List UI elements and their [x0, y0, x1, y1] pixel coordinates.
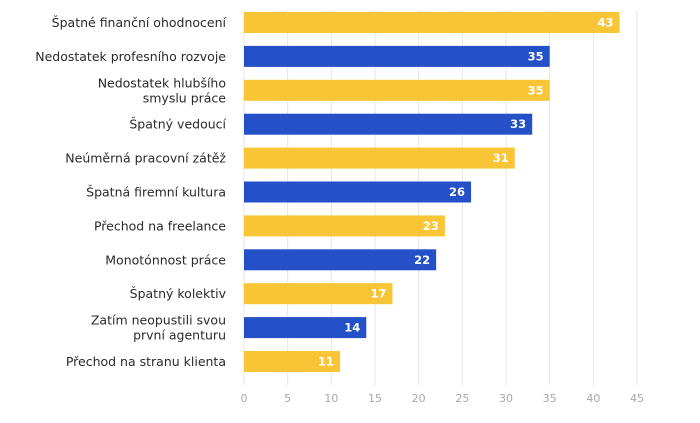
category-label: Zatím neopustili svou první agenturu [91, 313, 226, 343]
data-label: 26 [449, 185, 465, 199]
data-label: 33 [510, 117, 526, 131]
bar [244, 283, 393, 305]
category-label: Přechod na stranu klienta [66, 354, 226, 369]
x-tick-label: 40 [586, 392, 600, 405]
category-label: Nedostatek profesního rozvoje [35, 49, 226, 64]
x-tick-label: 0 [241, 392, 248, 405]
x-tick-label: 25 [455, 392, 469, 405]
bar [244, 79, 550, 101]
x-tick-label: 20 [412, 392, 426, 405]
data-label: 23 [423, 219, 439, 233]
bar [244, 249, 437, 271]
bar [244, 215, 445, 237]
data-label: 22 [414, 253, 430, 267]
category-label: Nedostatek hlubšího smyslu práce [98, 75, 227, 105]
x-tick-label: 10 [324, 392, 338, 405]
data-label: 43 [598, 16, 614, 30]
x-tick-label: 5 [284, 392, 291, 405]
data-label: 31 [493, 151, 509, 165]
data-label: 17 [370, 287, 386, 301]
bar [244, 351, 341, 372]
category-label: Špatný kolektiv [130, 286, 227, 301]
category-label: Monotónnost práce [105, 252, 226, 267]
category-label: Špatný vedoucí [129, 117, 226, 132]
x-tick-label: 45 [630, 392, 644, 405]
data-label: 35 [528, 83, 544, 97]
category-label: Špatná firemní kultura [86, 185, 226, 200]
bar [244, 12, 620, 33]
bar [244, 45, 550, 67]
bar [244, 147, 515, 169]
bar [244, 317, 367, 339]
bar [244, 113, 533, 135]
x-tick-label: 15 [368, 392, 382, 405]
bar [244, 181, 472, 203]
data-label: 35 [528, 49, 544, 63]
category-label: Neúměrná pracovní zátěž [65, 151, 226, 166]
category-label: Přechod na freelance [94, 218, 226, 233]
data-label: 11 [318, 355, 334, 369]
data-label: 14 [344, 321, 360, 335]
x-tick-label: 30 [499, 392, 513, 405]
x-tick-label: 35 [543, 392, 557, 405]
category-label: Špatné finanční ohodnocení [52, 15, 227, 30]
